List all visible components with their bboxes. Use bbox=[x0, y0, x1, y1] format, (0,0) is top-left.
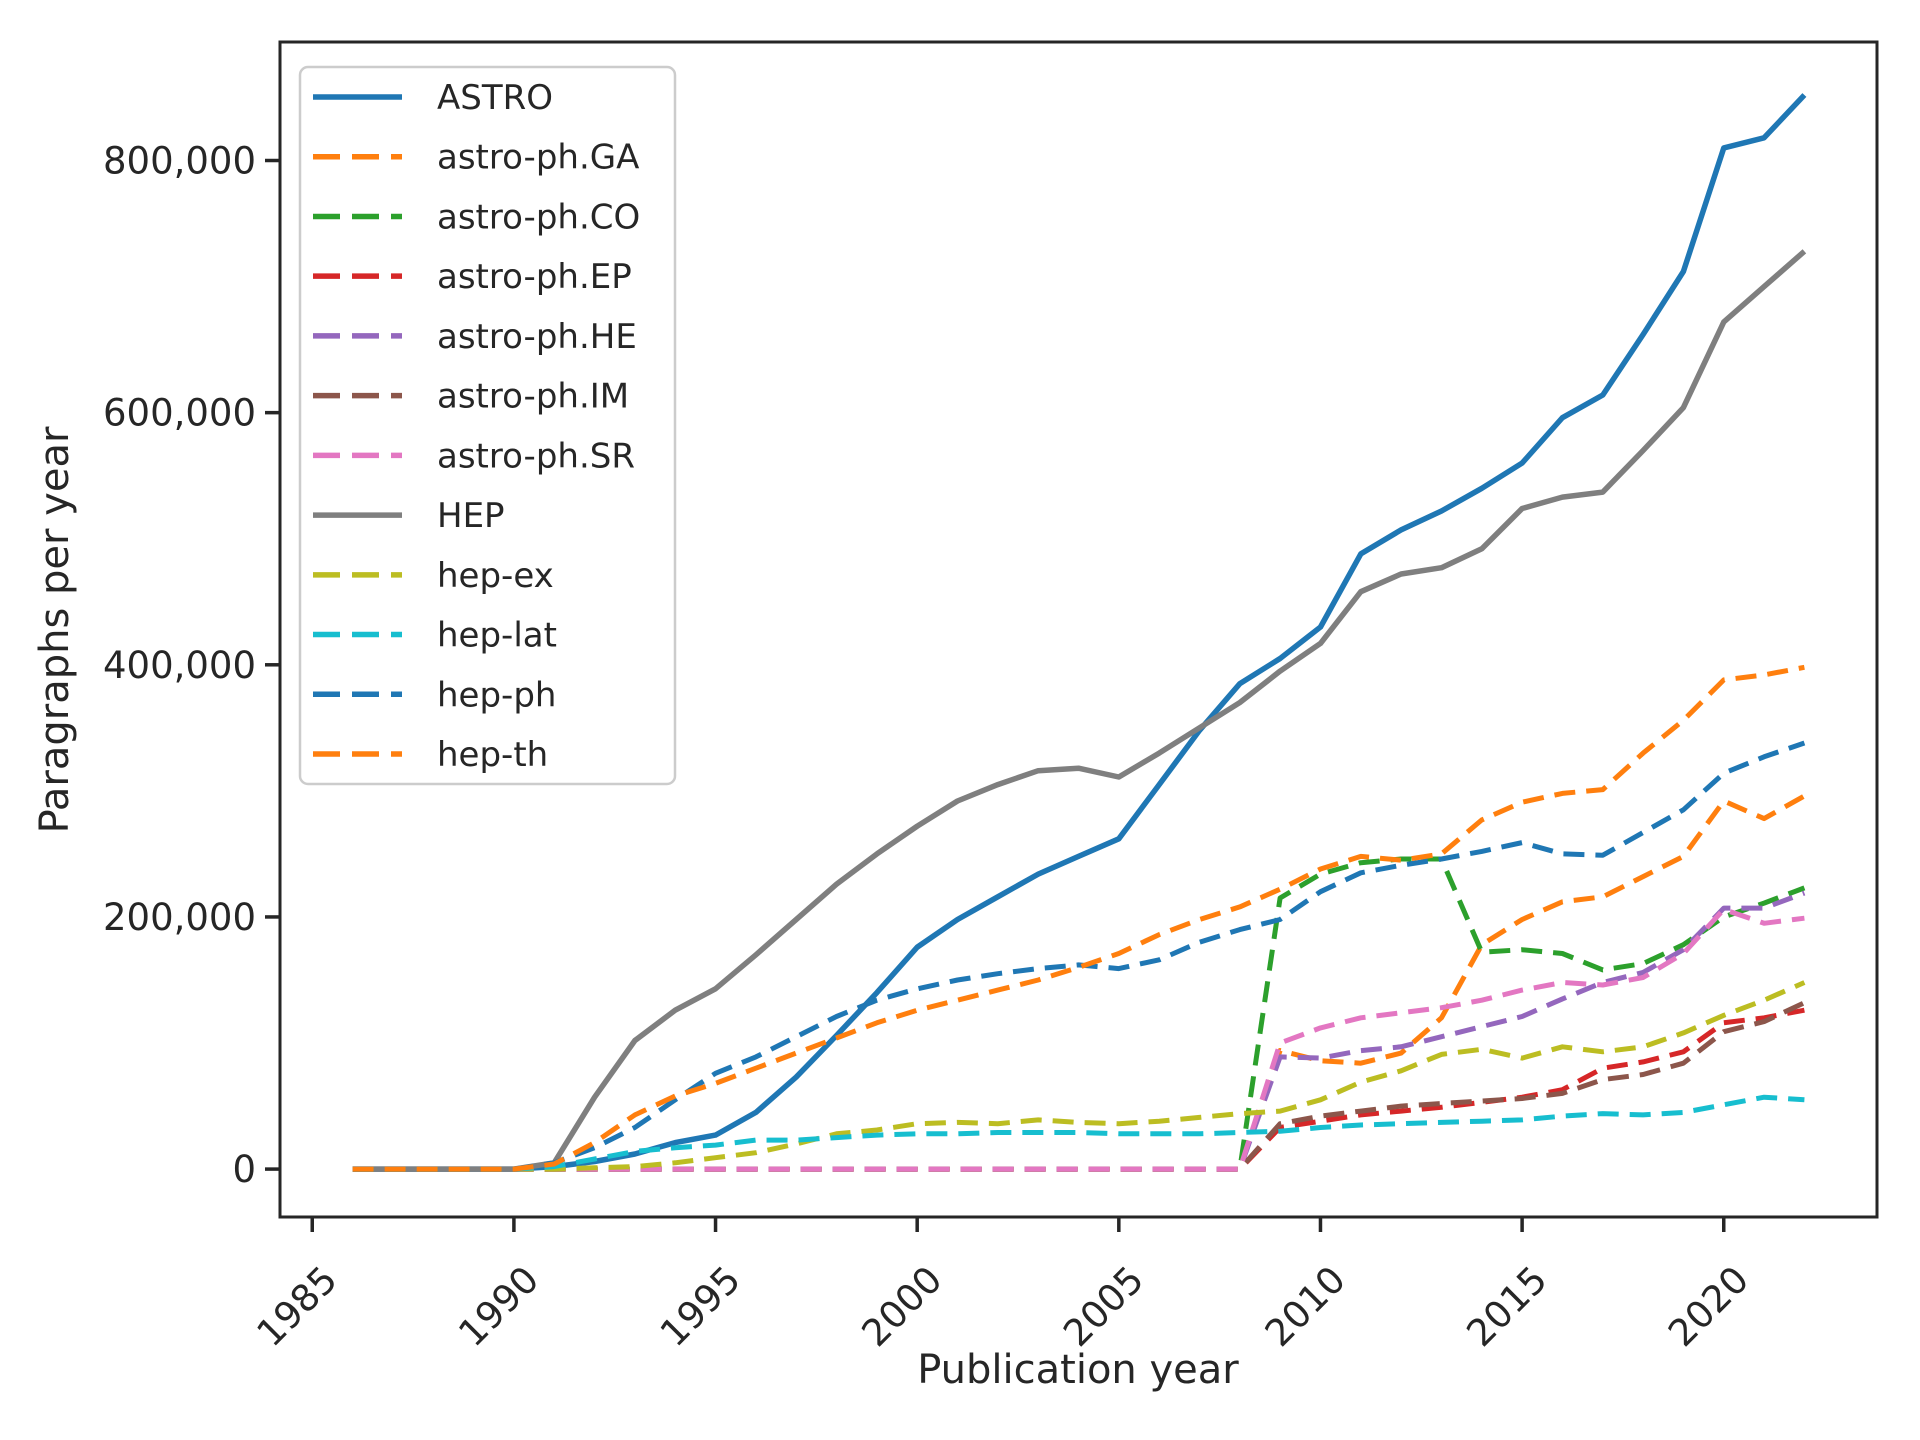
legend-item-HEP: HEP bbox=[313, 496, 505, 536]
series-line-astro-ph.HE bbox=[352, 890, 1806, 1172]
series-line-astro-ph.SR bbox=[352, 906, 1805, 1172]
y-tick-label-400,000: 400,000 bbox=[103, 644, 256, 687]
legend-item-astro-ph.EP: astro-ph.EP bbox=[313, 257, 632, 297]
series-line-hep-lat bbox=[352, 1094, 1805, 1172]
x-tick-label-2010: 2010 bbox=[1257, 1258, 1354, 1355]
legend-label-hep-th: hep-th bbox=[437, 735, 548, 775]
legend-item-astro-ph.SR: astro-ph.SR bbox=[313, 436, 635, 476]
legend-item-astro-ph.IM: astro-ph.IM bbox=[313, 377, 629, 417]
legend-label-hep-ph: hep-ph bbox=[437, 675, 556, 715]
x-tick-label-1995: 1995 bbox=[652, 1258, 749, 1355]
legend-item-hep-ex: hep-ex bbox=[313, 556, 554, 596]
series-line-astro-ph.IM bbox=[352, 1000, 1806, 1172]
x-axis-label: Publication year bbox=[917, 1347, 1239, 1393]
legend-item-astro-ph.GA: astro-ph.GA bbox=[313, 138, 639, 178]
series-line-hep-th bbox=[352, 664, 1805, 1172]
legend-item-ASTRO: ASTRO bbox=[313, 78, 553, 118]
y-tick-label-0: 0 bbox=[232, 1148, 256, 1191]
y-tick-label-200,000: 200,000 bbox=[103, 896, 256, 939]
x-tick-label-1985: 1985 bbox=[249, 1258, 346, 1355]
x-tick-label-2005: 2005 bbox=[1055, 1258, 1152, 1355]
legend-item-hep-th: hep-th bbox=[313, 735, 548, 775]
series-line-astro-ph.EP bbox=[352, 1007, 1805, 1172]
legend-label-astro-ph.CO: astro-ph.CO bbox=[437, 197, 640, 237]
legend-label-hep-ex: hep-ex bbox=[437, 556, 554, 596]
x-tick-label-2015: 2015 bbox=[1458, 1258, 1555, 1355]
legend-item-hep-ph: hep-ph bbox=[313, 675, 556, 715]
y-axis-label: Paragraphs per year bbox=[32, 426, 78, 833]
x-tick-label-2020: 2020 bbox=[1660, 1258, 1757, 1355]
legend-item-astro-ph.HE: astro-ph.HE bbox=[313, 317, 637, 357]
legend-label-astro-ph.IM: astro-ph.IM bbox=[437, 377, 629, 417]
legend-label-astro-ph.SR: astro-ph.SR bbox=[437, 436, 635, 476]
legend-label-astro-ph.GA: astro-ph.GA bbox=[437, 138, 639, 178]
legend-label-astro-ph.HE: astro-ph.HE bbox=[437, 317, 637, 357]
legend-item-hep-lat: hep-lat bbox=[313, 616, 557, 656]
legend-label-HEP: HEP bbox=[437, 496, 505, 536]
x-tick-label-2000: 2000 bbox=[854, 1258, 951, 1355]
x-tick-label-1990: 1990 bbox=[450, 1258, 547, 1355]
legend-label-hep-lat: hep-lat bbox=[437, 616, 557, 656]
series-line-hep-ph bbox=[352, 740, 1806, 1172]
y-tick-label-600,000: 600,000 bbox=[103, 392, 256, 435]
legend-box bbox=[298, 65, 677, 786]
legend-label-astro-ph.EP: astro-ph.EP bbox=[437, 257, 632, 297]
legend-item-astro-ph.CO: astro-ph.CO bbox=[313, 197, 640, 237]
series-line-HEP bbox=[352, 249, 1807, 1172]
series-line-hep-ex bbox=[352, 980, 1806, 1172]
legend-label-ASTRO: ASTRO bbox=[437, 78, 553, 118]
y-tick-label-800,000: 800,000 bbox=[103, 140, 256, 183]
series-line-astro-ph.CO bbox=[352, 856, 1806, 1172]
plot-frame bbox=[278, 40, 1879, 1219]
